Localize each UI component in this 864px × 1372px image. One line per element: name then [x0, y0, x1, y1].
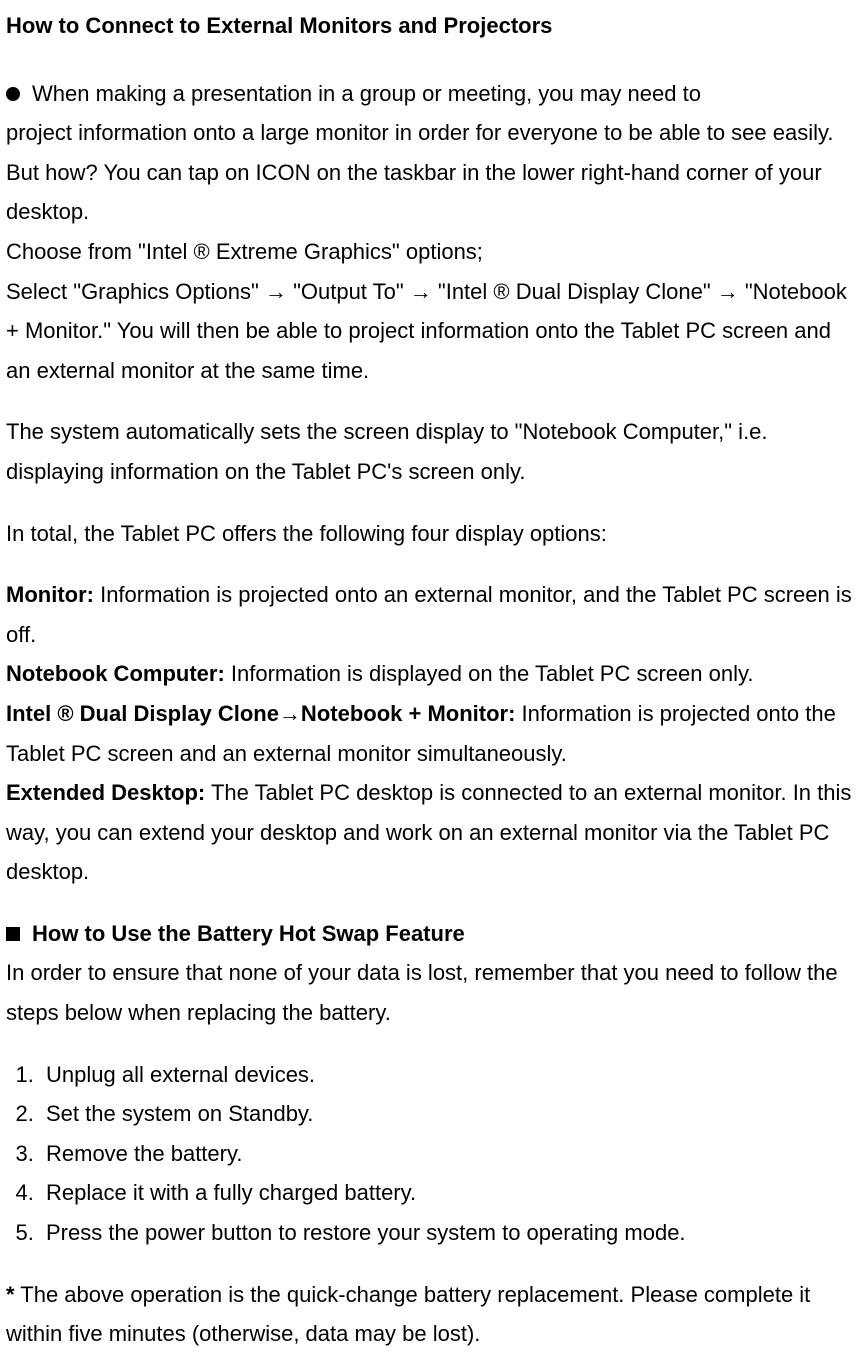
- battery-note: * The above operation is the quick-chang…: [6, 1275, 856, 1354]
- auto-note: The system automatically sets the screen…: [6, 412, 856, 491]
- option-dual-clone: Intel ® Dual Display Clone→Notebook + Mo…: [6, 694, 856, 773]
- page-title: How to Connect to External Monitors and …: [6, 6, 856, 46]
- battery-note-prefix: *: [6, 1282, 15, 1307]
- intro-line-2: project information onto a large monitor…: [6, 113, 856, 232]
- battery-step-2: Set the system on Standby.: [40, 1094, 856, 1134]
- option-notebook: Notebook Computer: Information is displa…: [6, 654, 856, 694]
- battery-steps-list: Unplug all external devices. Set the sys…: [6, 1055, 856, 1253]
- intro-line-4: Select "Graphics Options" → "Output To" …: [6, 272, 856, 391]
- battery-intro: In order to ensure that none of your dat…: [6, 953, 856, 1032]
- options-intro: In total, the Tablet PC offers the follo…: [6, 514, 856, 554]
- battery-step-5: Press the power button to restore your s…: [40, 1213, 856, 1253]
- battery-heading: How to Use the Battery Hot Swap Feature: [6, 914, 856, 954]
- battery-note-text: The above operation is the quick-change …: [6, 1282, 810, 1347]
- battery-heading-text: How to Use the Battery Hot Swap Feature: [32, 921, 465, 946]
- intro-paragraph: When making a presentation in a group or…: [6, 74, 856, 114]
- document-page: How to Connect to External Monitors and …: [0, 0, 864, 1372]
- option-monitor: Monitor: Information is projected onto a…: [6, 575, 856, 654]
- option-dual-clone-label: Intel ® Dual Display Clone→Notebook + Mo…: [6, 701, 515, 726]
- battery-step-3: Remove the battery.: [40, 1134, 856, 1174]
- option-notebook-label: Notebook Computer:: [6, 661, 225, 686]
- intro-line-3: Choose from "Intel ® Extreme Graphics" o…: [6, 232, 856, 272]
- battery-step-1: Unplug all external devices.: [40, 1055, 856, 1095]
- option-extended: Extended Desktop: The Tablet PC desktop …: [6, 773, 856, 892]
- bullet-icon: [6, 87, 20, 101]
- option-notebook-text: Information is displayed on the Tablet P…: [225, 661, 754, 686]
- option-monitor-text: Information is projected onto an externa…: [6, 582, 852, 647]
- option-extended-label: Extended Desktop:: [6, 780, 205, 805]
- battery-step-4: Replace it with a fully charged battery.: [40, 1173, 856, 1213]
- intro-line-1: When making a presentation in a group or…: [32, 81, 701, 106]
- square-icon: [6, 927, 20, 941]
- option-monitor-label: Monitor:: [6, 582, 94, 607]
